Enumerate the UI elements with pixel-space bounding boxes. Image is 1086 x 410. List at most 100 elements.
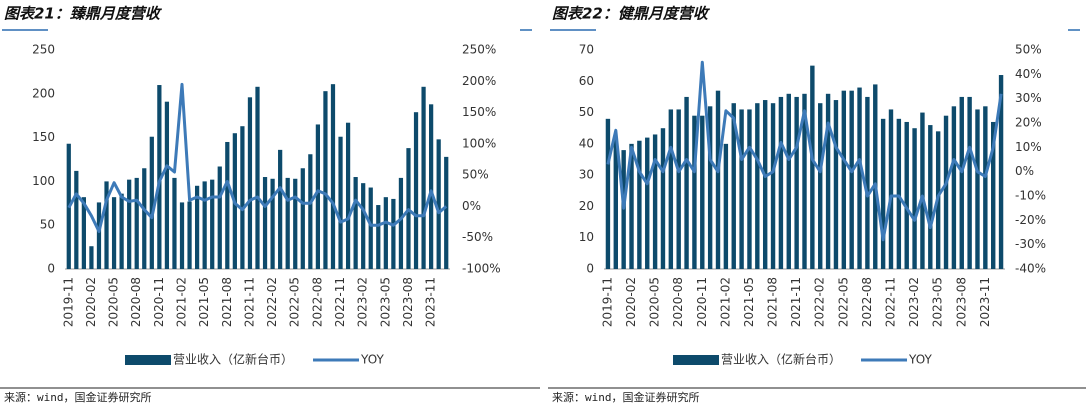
x-tick-label: 2023-02: [356, 277, 370, 327]
bar: [444, 156, 449, 269]
x-tick-label: 2020-11: [152, 277, 166, 327]
bar: [849, 90, 854, 270]
x-tick-label: 2022-11: [333, 277, 347, 327]
y2-tick-label: -40%: [1015, 262, 1046, 276]
bar: [81, 197, 86, 269]
x-tick-label: 2020-02: [84, 277, 98, 327]
y2-tick-label: 20%: [1015, 116, 1042, 130]
y-tick-label: 100: [32, 174, 55, 188]
x-tick-label: 2023-08: [954, 277, 968, 327]
bar: [285, 177, 290, 269]
x-tick-label: 2020-08: [129, 277, 143, 327]
bar: [998, 75, 1004, 270]
bar: [74, 170, 79, 269]
x-tick-label: 2022-08: [860, 277, 874, 327]
bar: [142, 168, 147, 269]
y-tick-label: 70: [579, 43, 594, 57]
bar: [210, 179, 215, 269]
x-tick-label: 2021-11: [789, 277, 803, 327]
x-tick-label: 2021-05: [197, 277, 211, 327]
y2-tick-label: -50%: [462, 230, 493, 244]
bar: [943, 115, 949, 269]
bar: [920, 112, 925, 269]
bar: [794, 96, 799, 269]
bar: [841, 90, 847, 270]
x-tick-label: 2021-08: [220, 277, 234, 327]
x-tick-label: 2021-11: [242, 277, 256, 327]
y-tick-label: 0: [47, 262, 55, 276]
x-tick-label: 2022-05: [288, 277, 302, 327]
bar: [164, 101, 170, 270]
bar: [353, 177, 358, 269]
bar: [345, 122, 351, 269]
bar: [629, 143, 634, 269]
x-tick-label: 2023-05: [378, 277, 392, 327]
x-tick-label: 2022-11: [883, 277, 897, 327]
x-tick-label: 2022-02: [813, 277, 827, 327]
bar: [413, 112, 419, 269]
x-tick-label: 2023-08: [401, 277, 415, 327]
bar: [391, 198, 396, 269]
bar: [983, 106, 988, 269]
yoy-line: [67, 82, 448, 233]
bar: [857, 87, 862, 270]
bar: [247, 97, 253, 269]
y2-tick-label: 50%: [462, 168, 489, 182]
bar: [338, 136, 343, 269]
bar: [179, 202, 185, 269]
bar: [786, 93, 791, 269]
y2-tick-label: 50%: [1015, 43, 1042, 57]
bar: [778, 96, 784, 269]
bar: [398, 177, 404, 269]
y2-tick-label: -10%: [1015, 189, 1046, 203]
bar: [652, 134, 658, 269]
bar: [368, 187, 373, 269]
bar: [187, 201, 192, 269]
bar: [739, 109, 744, 269]
bar: [323, 91, 328, 269]
legend-label: YOY: [908, 353, 932, 367]
x-tick-label: 2020-05: [107, 277, 121, 327]
x-tick-label: 2023-11: [424, 277, 438, 327]
x-tick-label: 2022-08: [310, 277, 324, 327]
bar: [770, 103, 776, 269]
chart-title: 图表22：健鼎月度营收: [552, 5, 711, 23]
bar: [202, 181, 207, 269]
y2-tick-label: 40%: [1015, 67, 1042, 81]
bar: [904, 121, 909, 269]
bar: [747, 109, 752, 269]
bar: [645, 137, 650, 269]
x-tick-label: 2021-02: [175, 277, 189, 327]
x-tick-label: 2023-05: [931, 277, 945, 327]
bar: [119, 193, 124, 269]
bar: [637, 140, 642, 269]
x-tick-label: 2019-11: [600, 277, 614, 327]
bar: [240, 126, 245, 269]
bar: [300, 168, 305, 269]
y2-tick-label: 250%: [462, 43, 496, 57]
y2-tick-label: 0%: [462, 199, 481, 213]
y-tick-label: 10: [579, 230, 594, 244]
bar: [172, 177, 177, 269]
x-tick-label: 2022-02: [265, 277, 279, 327]
y2-tick-label: 10%: [1015, 140, 1042, 154]
bar: [888, 109, 894, 269]
bar: [262, 177, 268, 269]
y-tick-label: 20: [579, 199, 594, 213]
bar: [975, 109, 980, 269]
y-tick-label: 60: [579, 74, 594, 88]
bar: [880, 118, 886, 269]
x-tick-label: 2023-02: [907, 277, 921, 327]
x-tick-label: 2023-11: [978, 277, 992, 327]
bar: [928, 125, 933, 269]
yoy-line: [606, 60, 1003, 242]
bar: [89, 246, 94, 269]
x-tick-label: 2021-08: [766, 277, 780, 327]
bar: [134, 177, 139, 269]
bar: [308, 154, 313, 269]
bar: [762, 100, 768, 269]
x-tick-label: 2020-02: [624, 277, 638, 327]
x-tick-label: 2020-11: [695, 277, 709, 327]
y-tick-label: 250: [32, 43, 55, 57]
